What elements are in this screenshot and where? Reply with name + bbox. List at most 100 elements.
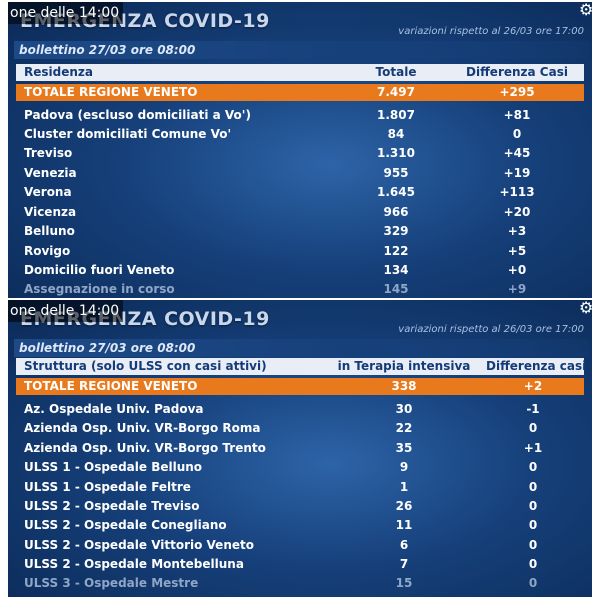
row-total: 84: [387, 127, 405, 141]
table-header: Struttura (solo ULSS con casi attivi) in…: [16, 358, 587, 375]
row-label: Az. Ospedale Univ. Padova: [24, 402, 204, 416]
row-diff: +1: [523, 441, 543, 455]
header-struttura: Struttura (solo ULSS con casi attivi): [24, 359, 267, 373]
row-label: ULSS 2 - Ospedale Conegliano: [24, 518, 227, 532]
row-label: Azienda Osp. Univ. VR-Borgo Trento: [24, 441, 266, 455]
total-label: TOTALE REGIONE VENETO: [24, 85, 198, 99]
total-label: TOTALE REGIONE VENETO: [24, 379, 198, 393]
row-diff: +9: [507, 282, 527, 296]
row-total: 966: [383, 205, 409, 219]
row-total: 1.310: [377, 146, 415, 160]
bulletin-panel-residence: one delle 14:00 ⚙ EMERGENZA COVID-19 var…: [8, 2, 592, 298]
row-value: 7: [399, 557, 409, 571]
row-label: Venezia: [24, 166, 77, 180]
row-label: Belluno: [24, 224, 75, 238]
row-label: Verona: [24, 185, 72, 199]
total-value: 7.497: [377, 85, 415, 99]
row-diff: 0: [528, 576, 538, 590]
table-row: Domicilio fuori Veneto 134 +0: [16, 261, 584, 280]
variation-note: variazioni rispetto al 26/03 ore 17:00: [398, 26, 584, 37]
table-row: Venezia 955 +19: [16, 164, 584, 183]
row-diff: 0: [528, 518, 538, 532]
table-row: Vicenza 966 +20: [16, 203, 584, 222]
table-row: ULSS 2 - Ospedale Montebelluna 7 0: [16, 555, 584, 574]
row-label: ULSS 1 - Ospedale Feltre: [24, 480, 191, 494]
row-label: Rovigo: [24, 244, 71, 258]
row-total: 134: [383, 263, 409, 277]
table-row: Verona 1.645 +113: [16, 183, 584, 202]
row-value: 22: [395, 421, 413, 435]
row-value: 6: [399, 538, 409, 552]
table-row: ULSS 3 - Ospedale Mestre 15 0: [16, 574, 584, 593]
gear-icon[interactable]: ⚙: [579, 2, 592, 19]
variation-note: variazioni rispetto al 26/03 ore 17:00: [398, 324, 584, 335]
table-row: Belluno 329 +3: [16, 222, 584, 241]
total-value: 338: [391, 379, 417, 393]
table-row: ULSS 2 - Ospedale Treviso 26 0: [16, 497, 584, 516]
row-value: 9: [399, 460, 409, 474]
row-label: Treviso: [24, 146, 73, 160]
table-row: Assegnazione in corso 145 +9: [16, 280, 584, 298]
row-label: ULSS 2 - Ospedale Treviso: [24, 499, 200, 513]
row-label: ULSS 3 - Ospedale Mestre: [24, 576, 199, 590]
total-row: TOTALE REGIONE VENETO 7.497 +295: [16, 84, 584, 101]
table-row: ULSS 2 - Ospedale Conegliano 11 0: [16, 516, 584, 535]
row-diff: +0: [507, 263, 527, 277]
row-value: 15: [395, 576, 413, 590]
row-diff: +3: [507, 224, 527, 238]
header-totale: Totale: [375, 65, 417, 79]
row-value: 35: [395, 441, 413, 455]
row-diff: 0: [528, 421, 538, 435]
row-diff: +19: [503, 166, 531, 180]
table-row: Treviso 1.310 +45: [16, 144, 584, 163]
table-header: Residenza Totale Differenza Casi: [16, 64, 584, 81]
row-diff: 0: [528, 480, 538, 494]
header-differenza: Differenza casi: [486, 359, 587, 373]
row-diff: +45: [503, 146, 531, 160]
table-row: Az. Ospedale Univ. Padova 30 -1: [16, 400, 584, 419]
row-label: Cluster domiciliati Comune Vo': [24, 127, 232, 141]
bulletin-date: bollettino 27/03 ore 08:00: [14, 339, 589, 357]
row-diff: +5: [507, 244, 527, 258]
row-total: 955: [383, 166, 409, 180]
row-label: Vicenza: [24, 205, 77, 219]
total-row: TOTALE REGIONE VENETO 338 +2: [16, 378, 584, 395]
row-total: 1.807: [377, 108, 415, 122]
table-row: Rovigo 122 +5: [16, 242, 584, 261]
header-terapia-intensiva: in Terapia intensiva: [337, 359, 471, 373]
row-diff: -1: [526, 402, 540, 416]
row-diff: 0: [528, 460, 538, 474]
row-label: Padova (escluso domiciliati a Vo'): [24, 108, 251, 122]
row-total: 1.645: [377, 185, 415, 199]
row-diff: 0: [528, 538, 538, 552]
row-label: ULSS 2 - Ospedale Montebelluna: [24, 557, 244, 571]
table-row: ULSS 2 - Ospedale Vittorio Veneto 6 0: [16, 536, 584, 555]
gear-icon[interactable]: ⚙: [579, 300, 592, 317]
row-diff: +113: [499, 185, 535, 199]
header-residenza: Residenza: [24, 65, 93, 79]
table-row: Padova (escluso domiciliati a Vo') 1.807…: [16, 106, 584, 125]
row-diff: 0: [512, 127, 522, 141]
row-diff: 0: [528, 499, 538, 513]
table-row: ULSS 1 - Ospedale Belluno 9 0: [16, 458, 584, 477]
bulletin-panel-intensive-care: one delle 14:00 ⚙ EMERGENZA COVID-19 var…: [8, 300, 592, 597]
overlay-time-text: one delle 14:00: [8, 2, 124, 24]
row-value: 26: [395, 499, 413, 513]
table-row: ULSS 1 - Ospedale Feltre 1 0: [16, 478, 584, 497]
row-value: 1: [399, 480, 409, 494]
row-total: 329: [383, 224, 409, 238]
row-label: Domicilio fuori Veneto: [24, 263, 175, 277]
row-label: ULSS 1 - Ospedale Belluno: [24, 460, 203, 474]
table-row: Cluster domiciliati Comune Vo' 84 0: [16, 125, 584, 144]
row-total: 145: [383, 282, 409, 296]
row-label: Azienda Osp. Univ. VR-Borgo Roma: [24, 421, 261, 435]
row-total: 122: [383, 244, 409, 258]
row-label: Assegnazione in corso: [24, 282, 175, 296]
row-diff: 0: [528, 557, 538, 571]
row-diff: +20: [503, 205, 531, 219]
total-diff: +295: [499, 85, 535, 99]
row-value: 11: [395, 518, 413, 532]
row-value: 30: [395, 402, 413, 416]
table-row: Azienda Osp. Univ. VR-Borgo Roma 22 0: [16, 419, 584, 438]
total-diff: +2: [523, 379, 543, 393]
